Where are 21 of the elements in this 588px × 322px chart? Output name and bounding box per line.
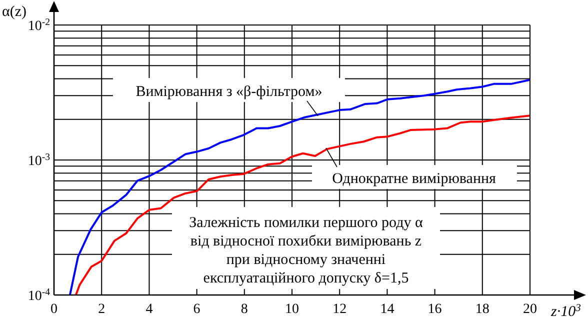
y-tick-label: 10$^{-4}$ [28,286,50,304]
series-label: Однократне вимірювання [332,171,496,187]
x-tick-label: 2 [98,302,106,317]
annotation: Залежність помилки першого роду α від відносної похибки вимірювань z при відносному значенні експлуатаційного допуску δ=1,5 [189,215,423,286]
y-axis-title: α(z) [2,4,27,20]
x-tick-label: 6 [193,302,200,317]
line-series [74,114,531,296]
y-tick-label: 10$^{-2}$ [28,16,50,34]
x-tick-label: 10 [285,302,299,317]
y-tick-label: 10$^{-3}$ [28,152,50,169]
x-axis-title: z·10$^{3}$ [550,302,581,320]
x-tick-label: 0 [50,302,58,317]
x-tick-label: 12 [332,302,347,317]
x-tick-label: 4 [146,302,153,317]
x-tick-label: 20 [523,302,537,317]
x-tick-label: 8 [240,302,248,317]
series-label: Вимірювання з «β-фільтром» [136,84,322,100]
x-tick-label: 14 [380,302,394,317]
x-tick-label: 18 [475,302,490,317]
x-tick-label: 16 [428,302,442,317]
line-series [68,78,531,296]
